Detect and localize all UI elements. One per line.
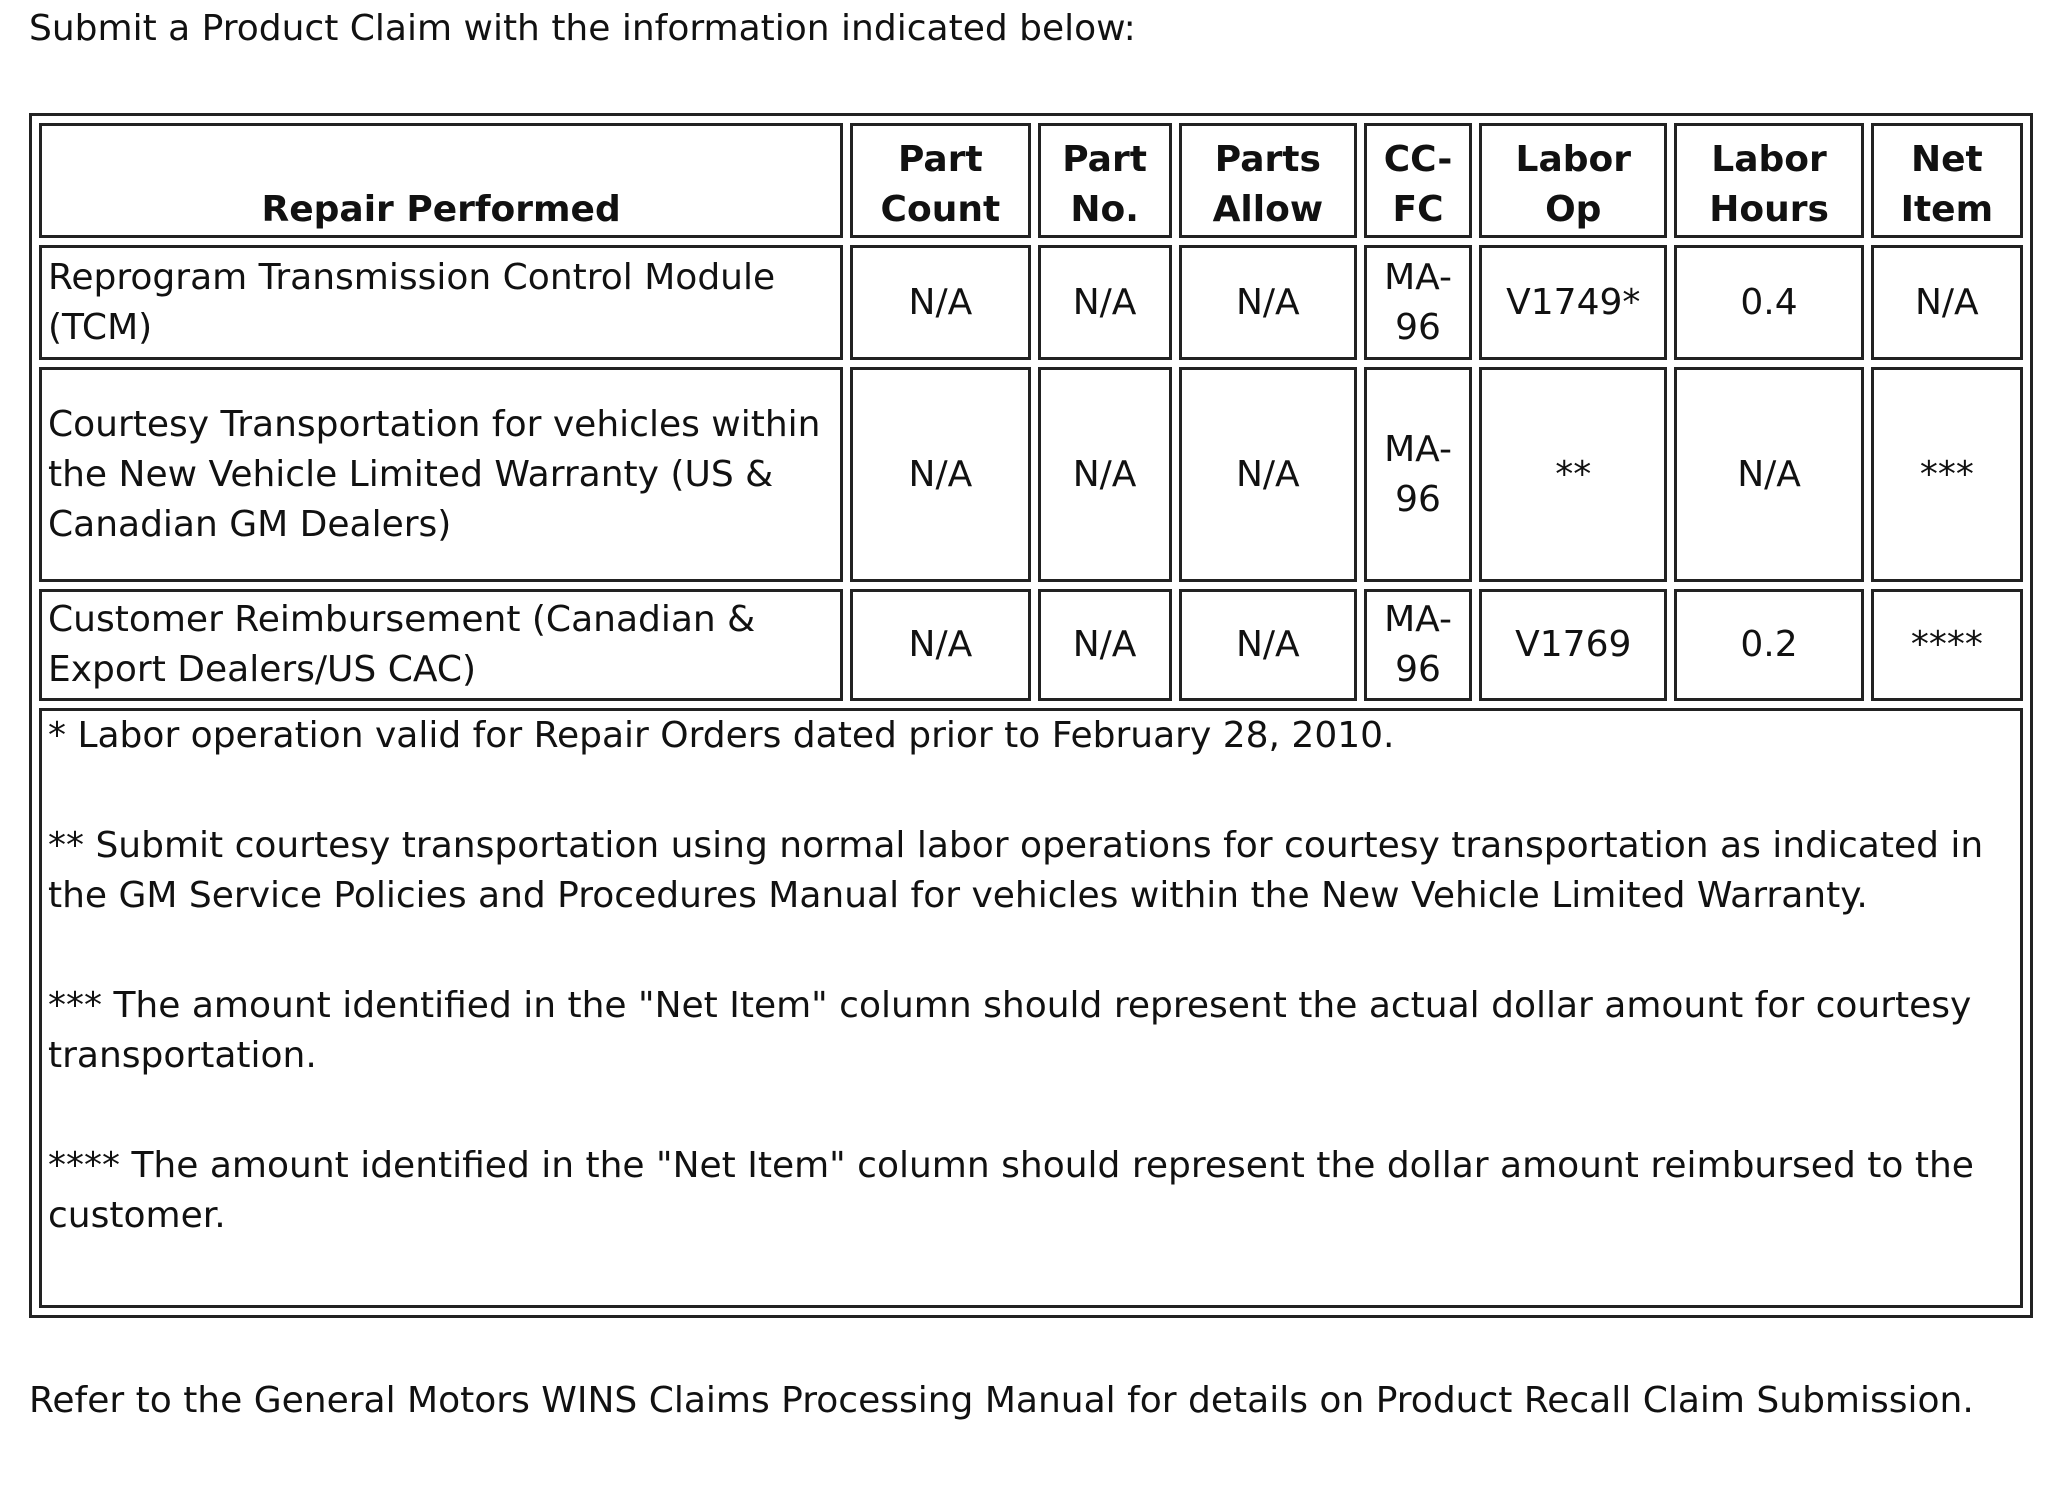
header-line: Part (1062, 139, 1147, 180)
header-part-count: Part Count (850, 123, 1031, 238)
cell-net-item: **** (1870, 589, 2023, 701)
header-line: Labor (1515, 139, 1632, 180)
header-row: Repair Performed Part Count Part No. Parts All… (39, 123, 2023, 238)
claim-table-container: Repair Performed Part Count Part No. Parts All… (29, 113, 2033, 1318)
cc-fc-line: MA- (1384, 599, 1452, 640)
cell-labor-op: ** (1479, 367, 1668, 582)
table-row: Customer Reimbursement (Canadian & Expor… (39, 589, 2023, 701)
cell-labor-op: V1769 (1479, 589, 1668, 701)
header-line: Count (880, 189, 1001, 230)
header-line: Part (898, 139, 983, 180)
cell-net-item: N/A (1870, 245, 2023, 360)
cell-part-no: N/A (1037, 367, 1172, 582)
header-repair-performed: Repair Performed (39, 123, 844, 238)
header-part-no: Part No. (1037, 123, 1172, 238)
cell-repair-performed: Reprogram Transmission Control Module (T… (39, 245, 844, 360)
cell-labor-hours: 0.2 (1674, 589, 1864, 701)
cell-parts-allow: N/A (1178, 245, 1357, 360)
header-line: Item (1900, 189, 1994, 230)
header-line: Allow (1212, 189, 1324, 230)
cell-part-no: N/A (1037, 589, 1172, 701)
cell-labor-hours: 0.4 (1674, 245, 1864, 360)
footnote: * Labor operation valid for Repair Order… (48, 715, 1395, 756)
cell-repair-performed: Customer Reimbursement (Canadian & Expor… (39, 589, 844, 701)
cell-part-count: N/A (850, 245, 1031, 360)
footer-text: Refer to the General Motors WINS Claims … (29, 1380, 1974, 1421)
cell-cc-fc: MA- 96 (1363, 245, 1473, 360)
cell-part-count: N/A (850, 589, 1031, 701)
cell-cc-fc: MA- 96 (1363, 589, 1473, 701)
footnote: ** Submit courtesy transportation using … (48, 825, 1984, 916)
cell-part-count: N/A (850, 367, 1031, 582)
header-line: Parts (1214, 139, 1321, 180)
header-line: Op (1545, 189, 1602, 230)
header-line: Repair Performed (261, 189, 621, 230)
header-line: No. (1070, 189, 1139, 230)
cc-fc-line: MA- (1384, 428, 1452, 470)
footnote: *** The amount identified in the "Net It… (48, 985, 1972, 1076)
claim-table: Repair Performed Part Count Part No. Parts All… (32, 116, 2030, 1315)
cell-part-no: N/A (1037, 245, 1172, 360)
header-line: CC- (1383, 139, 1453, 180)
footnotes: * Labor operation valid for Repair Order… (39, 708, 2023, 1308)
header-line: Labor (1711, 139, 1827, 180)
header-line: Net (1910, 139, 1983, 180)
cell-parts-allow: N/A (1178, 589, 1357, 701)
cell-labor-hours: N/A (1674, 367, 1864, 582)
table-row: Courtesy Transportation for vehicles wit… (39, 367, 2023, 582)
cc-fc-line: 96 (1395, 306, 1441, 348)
table-row: Reprogram Transmission Control Module (T… (39, 245, 2023, 360)
notes-row: * Labor operation valid for Repair Order… (39, 708, 2023, 1308)
header-parts-allow: Parts Allow (1178, 123, 1357, 238)
cell-cc-fc: MA- 96 (1363, 367, 1473, 582)
header-labor-op: Labor Op (1479, 123, 1668, 238)
cc-fc-line: MA- (1384, 256, 1452, 298)
cell-repair-performed: Courtesy Transportation for vehicles wit… (39, 367, 844, 582)
header-cc-fc: CC- FC (1363, 123, 1473, 238)
header-net-item: Net Item (1870, 123, 2023, 238)
cell-labor-op: V1749* (1479, 245, 1668, 360)
header-line: Hours (1709, 189, 1829, 230)
cell-net-item: *** (1870, 367, 2023, 582)
intro-text: Submit a Product Claim with the informat… (29, 8, 1136, 49)
header-line: FC (1392, 189, 1444, 230)
cell-parts-allow: N/A (1178, 367, 1357, 582)
cc-fc-line: 96 (1395, 649, 1441, 690)
header-labor-hours: Labor Hours (1674, 123, 1864, 238)
cc-fc-line: 96 (1395, 478, 1441, 520)
footnote: **** The amount identified in the "Net I… (48, 1145, 1974, 1236)
